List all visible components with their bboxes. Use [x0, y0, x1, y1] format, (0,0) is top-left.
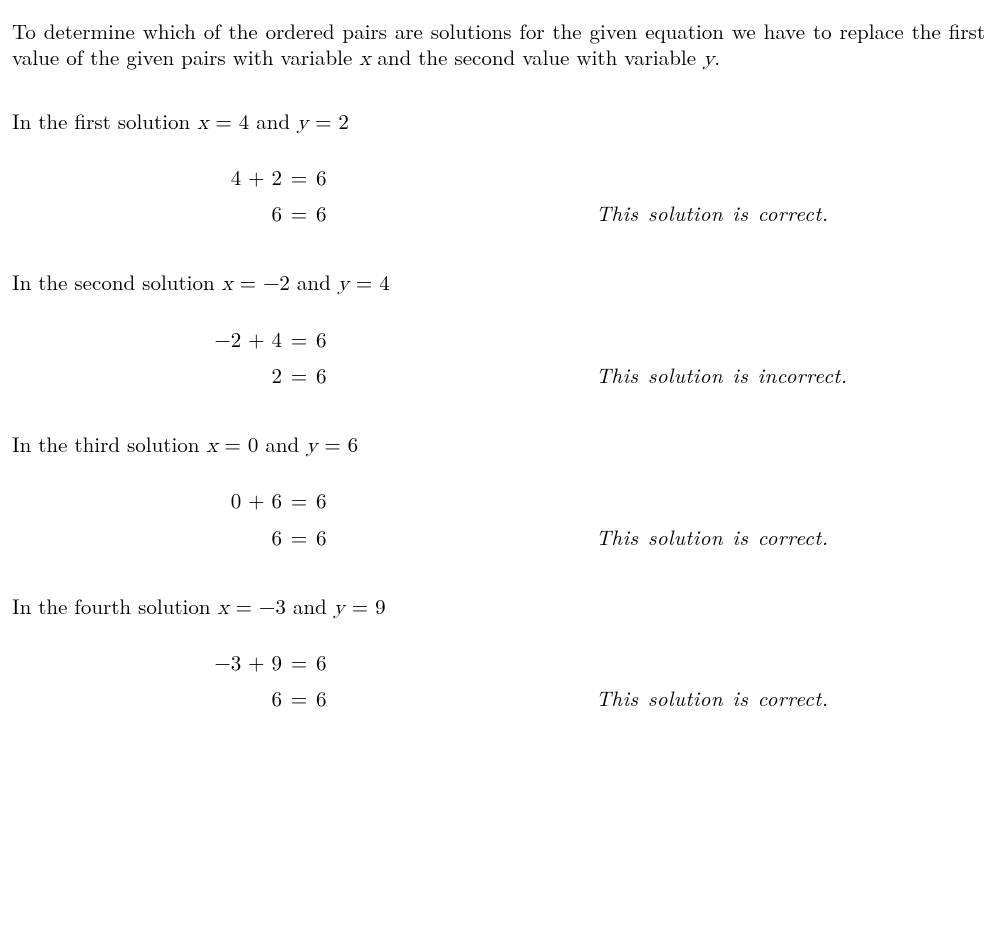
eq-lhs: 4 + 2: [12, 167, 282, 193]
and-text: and: [290, 267, 338, 297]
lead-text: In the second solution: [12, 267, 222, 297]
eq-rhs: 6: [316, 365, 376, 391]
x-value: = 0: [218, 429, 259, 459]
y-value: = 6: [317, 429, 358, 459]
equation-row: 6 = 6 This solution is correct.: [12, 200, 985, 229]
eq-rhs: 6: [316, 527, 376, 553]
eq-lhs: −3 + 9: [12, 652, 282, 678]
eq-rhs: 6: [316, 329, 376, 355]
solution-lead: In the third solution x = 0 and y = 6: [12, 431, 985, 460]
equation-row: 0 + 6 = 6: [12, 490, 985, 516]
x-value: = −3: [229, 591, 286, 621]
and-text: and: [286, 591, 334, 621]
equation-row: 6 = 6 This solution is correct.: [12, 685, 985, 714]
var-x: x: [218, 598, 229, 619]
eq-sign: =: [282, 203, 316, 229]
intro-var-x: x: [359, 49, 370, 70]
x-value: = −2: [233, 267, 290, 297]
eq-rhs: 6: [316, 652, 376, 678]
intro-paragraph: To determine which of the ordered pairs …: [12, 18, 985, 74]
equation-row: 4 + 2 = 6: [12, 167, 985, 193]
solution-lead: In the fourth solution x = −3 and y = 9: [12, 593, 985, 622]
eq-sign: =: [282, 490, 316, 516]
solution-note: This solution is correct.: [596, 200, 828, 226]
y-value: = 2: [308, 106, 349, 136]
eq-lhs: 6: [12, 688, 282, 714]
eq-rhs: 6: [316, 688, 376, 714]
var-y: y: [306, 436, 317, 457]
eq-rhs: 6: [316, 167, 376, 193]
equation-block: −2 + 4 = 6 2 = 6 This solution is incorr…: [12, 329, 985, 392]
solution-lead: In the second solution x = −2 and y = 4: [12, 269, 985, 298]
eq-rhs: 6: [316, 490, 376, 516]
equation-block: 0 + 6 = 6 6 = 6 This solution is correct…: [12, 490, 985, 553]
y-value: = 9: [345, 591, 386, 621]
eq-lhs: 0 + 6: [12, 490, 282, 516]
eq-lhs: 6: [12, 203, 282, 229]
eq-lhs: 6: [12, 527, 282, 553]
lead-text: In the first solution: [12, 106, 197, 136]
solution-note: This solution is incorrect.: [596, 362, 848, 388]
intro-var-y: y: [703, 49, 714, 70]
eq-sign: =: [282, 652, 316, 678]
var-y: y: [338, 274, 349, 295]
and-text: and: [258, 429, 306, 459]
var-x: x: [206, 436, 217, 457]
equation-row: −3 + 9 = 6: [12, 652, 985, 678]
solution-lead: In the first solution x = 4 and y = 2: [12, 108, 985, 137]
equation-row: 2 = 6 This solution is incorrect.: [12, 362, 985, 391]
y-value: = 4: [349, 267, 390, 297]
solution-note: This solution is correct.: [596, 685, 828, 711]
var-x: x: [197, 113, 208, 134]
eq-sign: =: [282, 527, 316, 553]
eq-sign: =: [282, 365, 316, 391]
lead-text: In the third solution: [12, 429, 206, 459]
var-y: y: [334, 598, 345, 619]
lead-text: In the fourth solution: [12, 591, 218, 621]
eq-sign: =: [282, 167, 316, 193]
var-y: y: [297, 113, 308, 134]
x-value: = 4: [208, 106, 249, 136]
equation-block: 4 + 2 = 6 6 = 6 This solution is correct…: [12, 167, 985, 230]
equation-row: −2 + 4 = 6: [12, 329, 985, 355]
equation-row: 6 = 6 This solution is correct.: [12, 524, 985, 553]
eq-lhs: −2 + 4: [12, 329, 282, 355]
intro-text-2: and the second value with variable: [370, 42, 703, 72]
intro-text-3: .: [714, 42, 720, 72]
solution-note: This solution is correct.: [596, 524, 828, 550]
equation-block: −3 + 9 = 6 6 = 6 This solution is correc…: [12, 652, 985, 715]
eq-sign: =: [282, 329, 316, 355]
eq-lhs: 2: [12, 365, 282, 391]
var-x: x: [222, 274, 233, 295]
eq-rhs: 6: [316, 203, 376, 229]
eq-sign: =: [282, 688, 316, 714]
and-text: and: [249, 106, 297, 136]
